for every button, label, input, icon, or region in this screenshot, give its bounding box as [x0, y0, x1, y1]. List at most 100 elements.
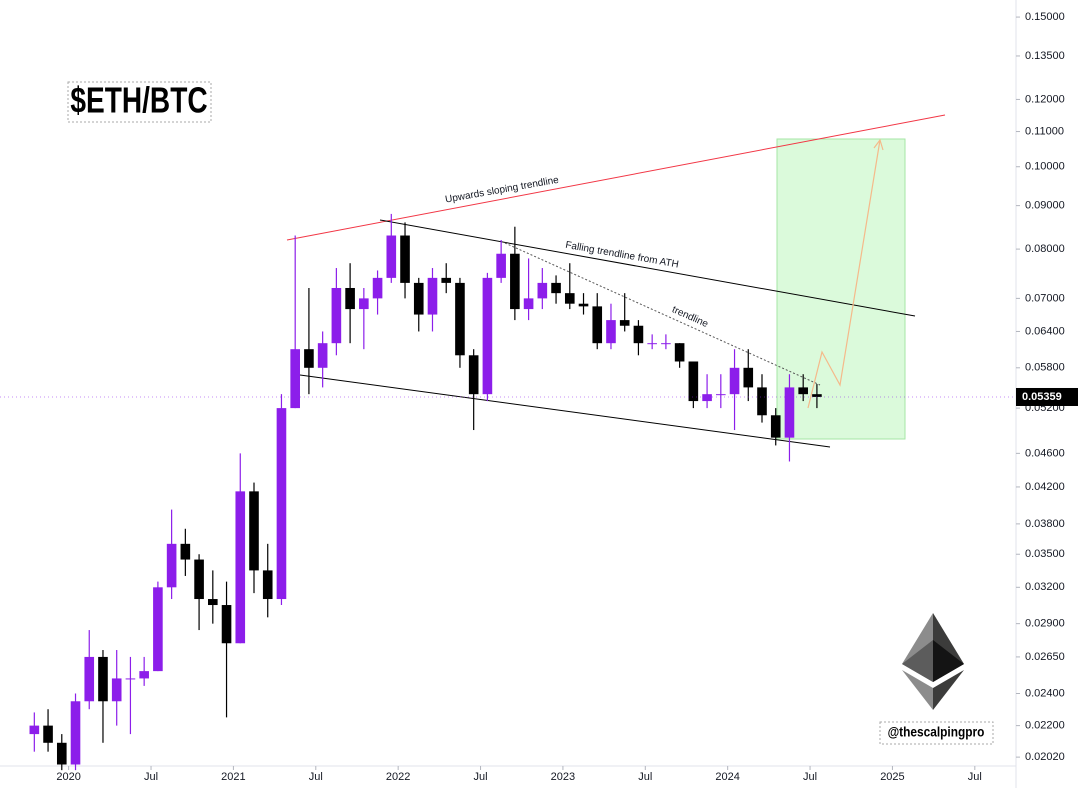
candle-body [125, 678, 136, 680]
candle-body [359, 298, 369, 310]
upward-trendline [286, 114, 946, 241]
y-tick-label: 0.02900 [1025, 618, 1065, 630]
candle-body [98, 656, 108, 702]
candle-body [441, 277, 452, 283]
y-tick-label: 0.09000 [1025, 200, 1065, 212]
candle-body [221, 605, 232, 644]
candle-body [510, 253, 520, 310]
candle-body [345, 287, 355, 310]
watermark: @thescalpingpro [888, 724, 985, 740]
x-tick-label: Jul [968, 771, 982, 783]
candle-body [812, 394, 822, 397]
candle-body [386, 235, 397, 278]
candle-body [276, 408, 287, 600]
y-tick-label: 0.03800 [1025, 518, 1065, 530]
candle-body [578, 303, 589, 307]
candle-body [482, 277, 493, 395]
candle-body [304, 349, 314, 368]
y-tick-label: 0.04200 [1025, 481, 1065, 493]
last-price-box [1016, 387, 1078, 406]
candle-body [235, 491, 246, 644]
x-tick-label: 2025 [880, 771, 904, 783]
candle-body [537, 282, 548, 299]
candle-body [317, 343, 328, 368]
candle-body [208, 599, 218, 606]
y-tick-label: 0.07000 [1025, 292, 1065, 304]
watermark-box [879, 721, 994, 745]
candle-body [674, 343, 685, 362]
eth-logo [902, 613, 964, 710]
target-zone [776, 138, 906, 440]
y-tick-label: 0.03200 [1025, 581, 1065, 593]
candle-body [647, 343, 657, 345]
y-tick-label: 0.10000 [1025, 161, 1065, 173]
candle-body [468, 355, 479, 395]
x-tick-label: 2021 [221, 771, 245, 783]
y-tick-label: 0.12000 [1025, 93, 1065, 105]
candle-body [564, 293, 575, 304]
y-tick-label: 0.02400 [1025, 687, 1065, 699]
projection-arrowhead [873, 138, 884, 151]
x-tick-label: Jul [309, 771, 323, 783]
candle-body [688, 361, 699, 402]
candle-body [372, 277, 383, 299]
x-tick-label: 2022 [386, 771, 410, 783]
candle-body [523, 298, 534, 310]
candle-body [29, 725, 40, 735]
y-tick-label: 0.03500 [1025, 548, 1065, 560]
candle-body [56, 742, 67, 765]
candle-body [180, 543, 191, 560]
projection-path [807, 139, 881, 409]
candle-body [43, 725, 53, 743]
candle-body [619, 320, 630, 326]
chart-title: $ETH/BTC [70, 80, 207, 120]
x-tick-label: Jul [144, 771, 158, 783]
candle-body [427, 277, 438, 315]
candle-body [798, 387, 808, 395]
y-tick-label: 0.05800 [1025, 362, 1065, 374]
candle-body [551, 282, 561, 294]
candle-body [757, 387, 767, 416]
candle-body [413, 282, 424, 315]
candle-body [606, 320, 616, 344]
candle-body [770, 415, 781, 438]
candle-body [249, 491, 259, 571]
x-tick-label: Jul [638, 771, 652, 783]
y-tick-label: 0.11000 [1025, 125, 1064, 137]
candle-body [661, 343, 671, 345]
y-tick-label: 0.04600 [1025, 447, 1065, 459]
candle-body [70, 701, 81, 765]
y-tick-label: 0.02200 [1025, 720, 1065, 732]
y-tick-label: 0.15000 [1025, 11, 1065, 23]
candle-body [633, 325, 644, 344]
x-tick-label: Jul [474, 771, 488, 783]
candle-body [592, 306, 603, 344]
candle-body [194, 559, 204, 600]
last-price-label: 0.05359 [1022, 391, 1062, 403]
candle-body [290, 349, 300, 409]
candle-body [455, 282, 465, 356]
candle-body [262, 570, 273, 600]
candle-body [729, 367, 740, 395]
x-tick-label: 2023 [551, 771, 575, 783]
falling-trendline [379, 219, 916, 317]
candle-body [702, 394, 712, 402]
y-tick-label: 0.02020 [1025, 751, 1065, 763]
candle-body [496, 253, 506, 278]
y-tick-label: 0.13500 [1025, 50, 1065, 62]
candle-body [111, 678, 122, 702]
dotted-trendline [504, 242, 821, 386]
candle-body [153, 587, 163, 672]
x-tick-label: 2020 [56, 771, 80, 783]
candle-body [331, 287, 342, 344]
candle-body [84, 656, 95, 702]
y-tick-label: 0.06400 [1025, 325, 1065, 337]
candle-body [784, 387, 795, 438]
x-tick-label: 2024 [715, 771, 739, 783]
candle-body [166, 543, 177, 588]
title-box [67, 81, 212, 123]
y-tick-label: 0.02650 [1025, 651, 1065, 663]
candle-body [743, 367, 754, 388]
